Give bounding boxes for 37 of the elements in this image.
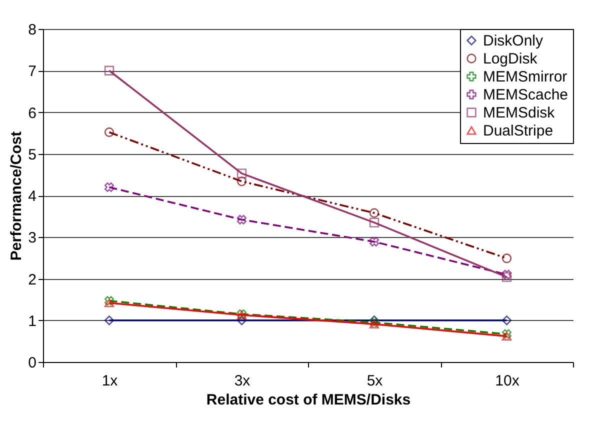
legend-label: MEMSmirror [483, 68, 568, 86]
point [104, 127, 114, 138]
x-tick-label: 1x [102, 372, 118, 390]
point [502, 254, 512, 264]
point [236, 168, 247, 178]
y-tick-label: 0 [28, 354, 36, 372]
y-tick-label: 6 [28, 104, 36, 122]
legend-label: DualStripe [483, 122, 554, 140]
point [369, 236, 380, 246]
point [104, 182, 114, 192]
legend-label: DiskOnly [483, 32, 544, 50]
point [502, 270, 512, 280]
y-axis-title: Performance/Cost [8, 131, 26, 261]
point [104, 316, 114, 326]
x-tick-label: 3x [234, 372, 251, 390]
point [104, 66, 114, 76]
point [104, 298, 114, 308]
y-tick-label: 8 [28, 22, 36, 38]
x-axis-title: Relative cost of MEMS/Disks [206, 392, 411, 408]
point [369, 218, 380, 228]
legend-label: MEMScache [483, 86, 568, 104]
point [502, 272, 512, 282]
legend-label: LogDisk [483, 50, 538, 68]
y-tick-label: 5 [28, 146, 36, 164]
point [236, 176, 247, 186]
point [502, 316, 512, 326]
x-tick-label: 5x [366, 372, 384, 390]
y-tick-label: 2 [28, 271, 36, 288]
y-tick-label: 4 [28, 188, 36, 205]
x-tick-label: 10x [495, 372, 520, 390]
y-tick-label: 7 [28, 63, 36, 80]
legend-label: MEMSdisk [483, 104, 556, 122]
point [236, 214, 247, 224]
y-tick-label: 3 [28, 230, 36, 247]
point [369, 208, 380, 218]
point [502, 332, 512, 340]
y-tick-label: 1 [28, 312, 36, 330]
